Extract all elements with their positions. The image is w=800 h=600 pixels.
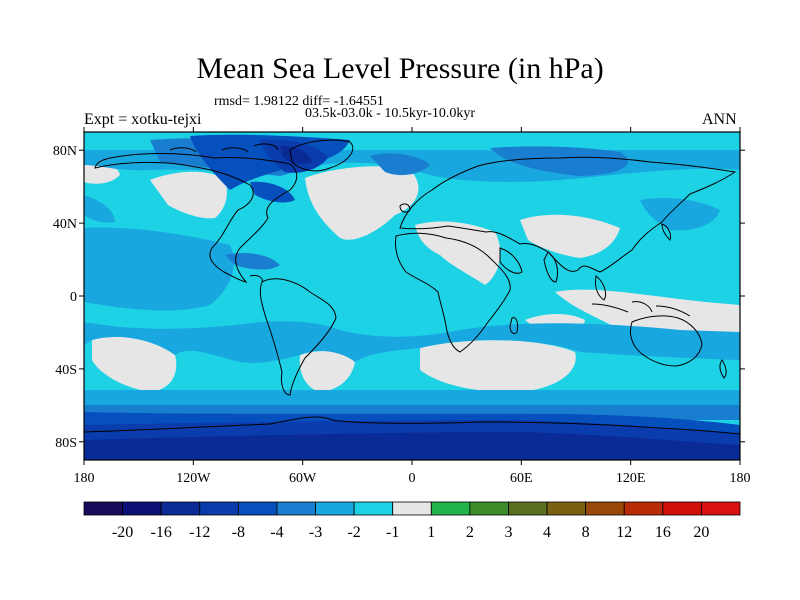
x-tick-label: 60E [510,471,533,486]
colorbar-label: 8 [582,524,590,541]
colorbar-swatch [546,501,587,516]
colorbar-label: 2 [466,524,474,541]
colorbar-label: -12 [189,524,210,541]
colorbar-swatch [237,501,278,516]
field-minus-12 [84,145,740,460]
colorbar-label: -16 [151,524,172,541]
colorbar-swatch [701,501,741,516]
y-tick-label: 40N [53,217,77,232]
colorbar-swatch [430,501,471,516]
colorbar-label: 20 [693,524,709,541]
colorbar-swatch [160,501,201,516]
stats-label: rmsd= 1.98122 diff= -1.64551 [214,94,384,109]
colorbar-swatch [469,501,509,516]
y-axis: 80N 40N 0 40S 80S [53,144,745,451]
season-label: ANN [702,111,737,128]
colorbar-swatch [392,501,432,516]
colorbar: -20 -16 -12 -8 -4 -3 -2 -1 1 2 3 4 8 12 16 20 [83,501,741,541]
colorbar-swatch [199,501,239,516]
colorbar-swatch [508,501,548,516]
colorbar-swatch [585,501,625,516]
x-tick-label: 180 [74,471,95,486]
x-tick-label: 120W [176,471,211,486]
colorbar-swatch [662,501,702,516]
colorbar-swatch [122,501,162,516]
colorbar-label: -1 [386,524,399,541]
x-tick-label: 0 [409,471,416,486]
page-title: Mean Sea Level Pressure (in hPa) [196,52,604,85]
y-tick-label: 0 [70,290,77,305]
y-tick-label: 40S [55,363,77,378]
colorbar-label: 3 [504,524,512,541]
colorbar-label: -2 [347,524,360,541]
colorbar-label: 4 [543,524,551,541]
x-tick-label: 180 [730,471,751,486]
colorbar-label: 1 [427,524,435,541]
colorbar-label: -8 [232,524,245,541]
colorbar-label: 12 [616,524,632,541]
colorbar-label: -3 [309,524,322,541]
y-tick-label: 80N [53,144,77,159]
x-tick-label: 60W [289,471,317,486]
colorbar-swatch [315,501,355,516]
colorbar-swatch [83,501,123,516]
coastlines [84,139,740,435]
period-label: 03.5k-03.0k - 10.5kyr-10.0kyr [305,106,476,121]
x-tick-label: 120E [616,471,646,486]
map-plot [84,132,740,460]
y-tick-label: 80S [55,436,77,451]
x-axis: 180 120W 60W 0 60E 120E 180 [74,127,751,486]
colorbar-label: 16 [655,524,671,541]
colorbar-label: -4 [270,524,283,541]
experiment-label: Expt = xotku-tejxi [84,111,202,128]
colorbar-swatch [353,501,394,516]
colorbar-swatch [276,501,316,516]
colorbar-label: -20 [112,524,133,541]
colorbar-swatch [623,501,664,516]
